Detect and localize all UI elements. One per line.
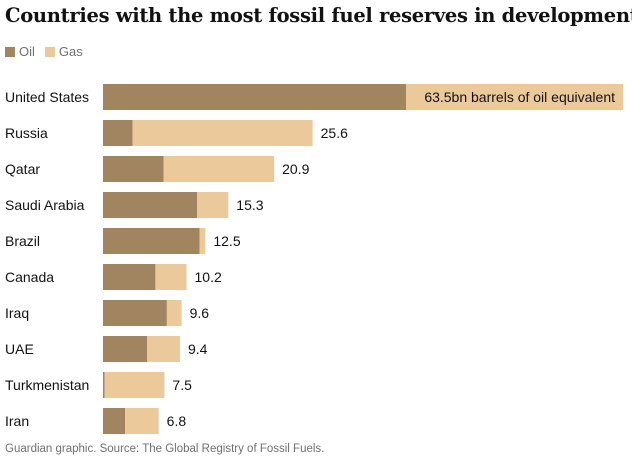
bar-oil-uae <box>103 336 148 362</box>
value-label-iran: 6.8 <box>167 413 187 429</box>
value-label-brazil: 12.5 <box>213 233 240 249</box>
category-label-brazil: Brazil <box>5 233 40 249</box>
bar-gas-russia <box>132 120 313 146</box>
value-label-qatar: 20.9 <box>282 161 309 177</box>
legend-swatch-gas <box>44 46 55 57</box>
category-label-iraq: Iraq <box>5 305 29 321</box>
legend-label-oil: Oil <box>19 44 35 59</box>
bar-gas-uae <box>147 336 180 362</box>
category-label-united-states: United States <box>5 89 89 105</box>
bar-gas-turkmenistan <box>104 372 165 398</box>
category-label-saudi-arabia: Saudi Arabia <box>5 197 85 213</box>
value-label-canada: 10.2 <box>195 269 222 285</box>
value-label-iraq: 9.6 <box>190 305 210 321</box>
legend: Oil Gas <box>5 44 93 59</box>
value-label-turkmenistan: 7.5 <box>172 377 192 393</box>
bar-oil-turkmenistan <box>103 372 105 398</box>
bar-gas-iraq <box>166 300 182 326</box>
category-label-turkmenistan: Turkmenistan <box>5 377 89 393</box>
chart-title: Countries with the most fossil fuel rese… <box>5 4 632 27</box>
source-note: Guardian graphic. Source: The Global Reg… <box>5 443 325 455</box>
value-label-united-states: 63.5bn barrels of oil equivalent <box>424 89 615 105</box>
bar-gas-qatar <box>163 156 275 182</box>
category-label-qatar: Qatar <box>5 161 40 177</box>
category-label-uae: UAE <box>5 341 34 357</box>
legend-item-gas: Gas <box>44 44 83 59</box>
value-label-uae: 9.4 <box>188 341 208 357</box>
category-label-russia: Russia <box>5 125 48 141</box>
bar-oil-russia <box>103 120 133 146</box>
bar-gas-saudi-arabia <box>197 192 229 218</box>
bar-oil-brazil <box>103 228 200 254</box>
bar-gas-iran <box>125 408 159 434</box>
bar-oil-saudi-arabia <box>103 192 198 218</box>
value-label-saudi-arabia: 15.3 <box>236 197 263 213</box>
bar-gas-brazil <box>199 228 206 254</box>
value-label-russia: 25.6 <box>321 125 348 141</box>
bar-oil-iran <box>103 408 126 434</box>
legend-item-oil: Oil <box>5 44 35 59</box>
bar-gas-canada <box>155 264 187 290</box>
category-label-canada: Canada <box>5 269 54 285</box>
legend-swatch-oil <box>5 46 15 57</box>
bar-oil-qatar <box>103 156 164 182</box>
bar-oil-united-states <box>103 84 406 110</box>
bar-oil-canada <box>103 264 156 290</box>
category-label-iran: Iran <box>5 413 29 429</box>
legend-label-gas: Gas <box>58 44 83 59</box>
bar-oil-iraq <box>103 300 167 326</box>
bar-gas-united-states <box>405 84 623 110</box>
